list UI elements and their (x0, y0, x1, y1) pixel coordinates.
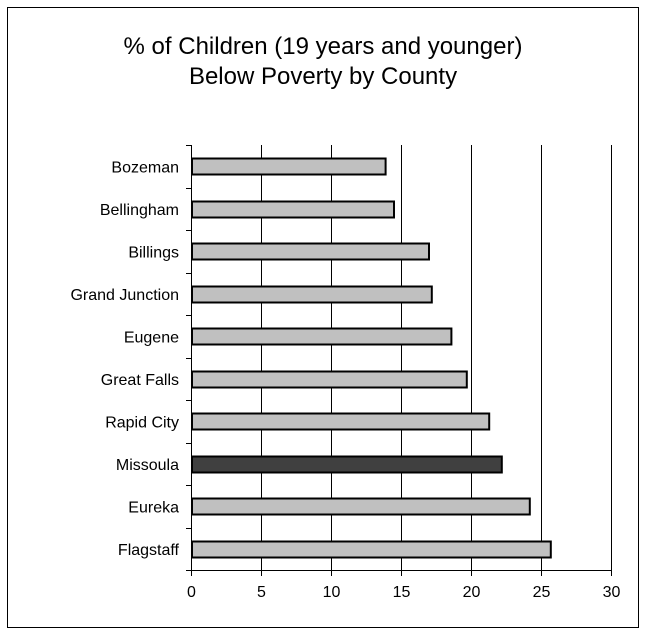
category-label-bellingham: Bellingham (100, 202, 179, 219)
x-tick-label-20: 20 (463, 584, 481, 601)
category-label-billings: Billings (128, 244, 179, 261)
labels: 0 5 10 15 20 25 30 Bozeman Bellingham Billings Gra… (70, 159, 620, 601)
bar-rapid-city (191, 412, 491, 431)
bar-missoula (191, 455, 503, 474)
chart-title: % of Children (19 years and younger) (123, 33, 523, 60)
category-label-eugene: Eugene (124, 329, 179, 346)
x-tick-label-30: 30 (603, 584, 621, 601)
x-tick-label-10: 10 (323, 584, 341, 601)
chart-subtitle: Below Poverty by County (188, 63, 458, 90)
x-tick-label-15: 15 (393, 584, 411, 601)
bar-eureka (191, 497, 531, 516)
bar-eugene (191, 327, 453, 346)
x-tick-label-0: 0 (187, 584, 196, 601)
category-label-rapid-city: Rapid City (105, 414, 179, 431)
bar-flagstaff (191, 540, 552, 559)
bar-bellingham (191, 200, 395, 219)
category-label-bozeman: Bozeman (111, 159, 179, 176)
category-label-flagstaff: Flagstaff (118, 542, 180, 559)
bar-great-falls (191, 370, 468, 389)
category-label-grand-junction: Grand Junction (70, 287, 179, 304)
bars (191, 157, 552, 559)
bar-grand-junction (191, 285, 433, 304)
x-tick-label-5: 5 (257, 584, 266, 601)
bar-bozeman (191, 157, 387, 176)
x-tick-label-25: 25 (533, 584, 551, 601)
chart-frame (7, 7, 639, 628)
category-label-eureka: Eureka (128, 499, 179, 516)
category-label-missoula: Missoula (116, 457, 179, 474)
category-label-great-falls: Great Falls (101, 372, 179, 389)
bar-billings (191, 242, 430, 261)
axes (186, 145, 612, 576)
